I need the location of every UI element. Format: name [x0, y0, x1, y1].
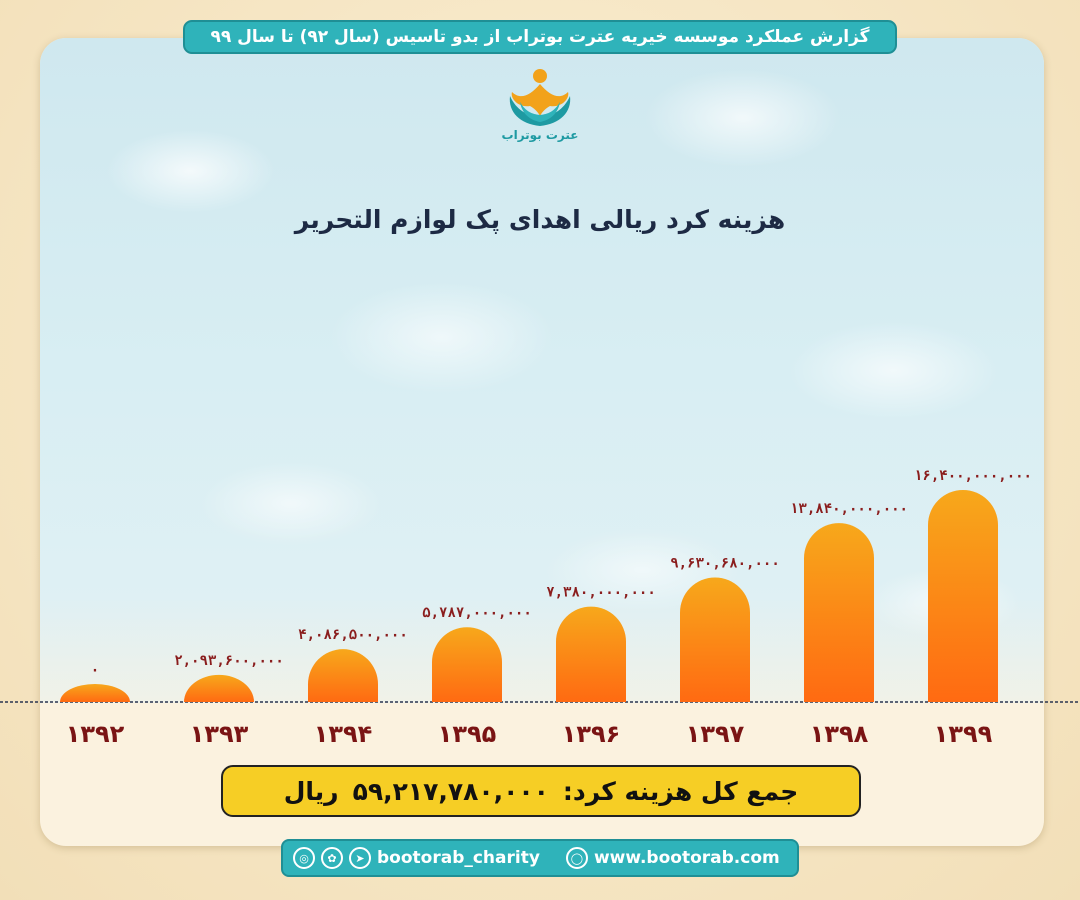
chart-title: هزینه کرد ریالی اهدای پک لوازم التحریر [294, 205, 786, 234]
bar-5 [680, 577, 750, 702]
footer-contact-bar: ◎ ✿ ➤ bootorab_charity ◯ www.bootorab.co… [281, 839, 799, 877]
report-card [40, 38, 1044, 846]
bar-3 [432, 627, 502, 702]
bar-2 [308, 649, 378, 702]
total-label: جمع کل هزینه کرد: [562, 776, 799, 806]
bar-6 [804, 523, 874, 702]
category-label-1: ۱۳۹۳ [190, 720, 249, 748]
category-label-2: ۱۳۹۴ [314, 720, 373, 748]
total-unit: ریال [283, 776, 339, 806]
value-label-7: ۱۶,۴۰۰,۰۰۰,۰۰۰ [914, 468, 1032, 484]
header-banner: گزارش عملکرد موسسه خیریه عترت بوتراب از … [183, 20, 897, 54]
total-value: ۵۹,۲۱۷,۷۸۰,۰۰۰ [352, 776, 549, 806]
charity-logo-icon [509, 69, 571, 126]
water-background [40, 38, 1044, 703]
globe-icon[interactable]: ◯ [565, 847, 588, 869]
instagram-icon[interactable]: ◎ [293, 847, 315, 869]
category-label-4: ۱۳۹۶ [562, 720, 621, 748]
website-link[interactable]: www.bootorab.com [593, 848, 780, 868]
value-label-1: ۲,۰۹۳,۶۰۰,۰۰۰ [174, 653, 284, 669]
bar-chart: ۰ ۱۳۹۲ ۲,۰۹۳,۶۰۰,۰۰۰ ۱۳۹۳ ۴,۰۸۶,۵۰۰,۰۰۰ ۱۳۹۴ ۵… [0, 468, 1080, 748]
value-label-4: ۷,۳۸۰,۰۰۰,۰۰۰ [546, 585, 656, 601]
category-label-5: ۱۳۹۷ [686, 720, 745, 748]
category-label-0: ۱۳۹۲ [66, 720, 125, 748]
value-label-0: ۰ [91, 662, 99, 678]
category-label-6: ۱۳۹۸ [810, 720, 869, 748]
value-label-5: ۹,۶۳۰,۶۸۰,۰۰۰ [670, 556, 780, 572]
social-handle[interactable]: bootorab_charity [377, 848, 540, 868]
value-label-3: ۵,۷۸۷,۰۰۰,۰۰۰ [422, 605, 532, 621]
total-box: جمع کل هزینه کرد: ۵۹,۲۱۷,۷۸۰,۰۰۰ ریال [221, 765, 861, 817]
bar-1 [184, 674, 254, 702]
aparat-icon[interactable]: ✿ [321, 847, 343, 869]
header-title: گزارش عملکرد موسسه خیریه عترت بوتراب از … [210, 27, 870, 47]
category-label-7: ۱۳۹۹ [934, 720, 993, 748]
bar-7 [928, 490, 998, 702]
bar-4 [556, 606, 626, 702]
value-label-6: ۱۳,۸۴۰,۰۰۰,۰۰۰ [790, 501, 908, 517]
bar-0 [60, 684, 130, 702]
telegram-icon[interactable]: ➤ [349, 847, 371, 869]
logo-text: عترت بوتراب [501, 128, 579, 142]
value-label-2: ۴,۰۸۶,۵۰۰,۰۰۰ [298, 627, 408, 643]
category-label-3: ۱۳۹۵ [438, 720, 497, 748]
